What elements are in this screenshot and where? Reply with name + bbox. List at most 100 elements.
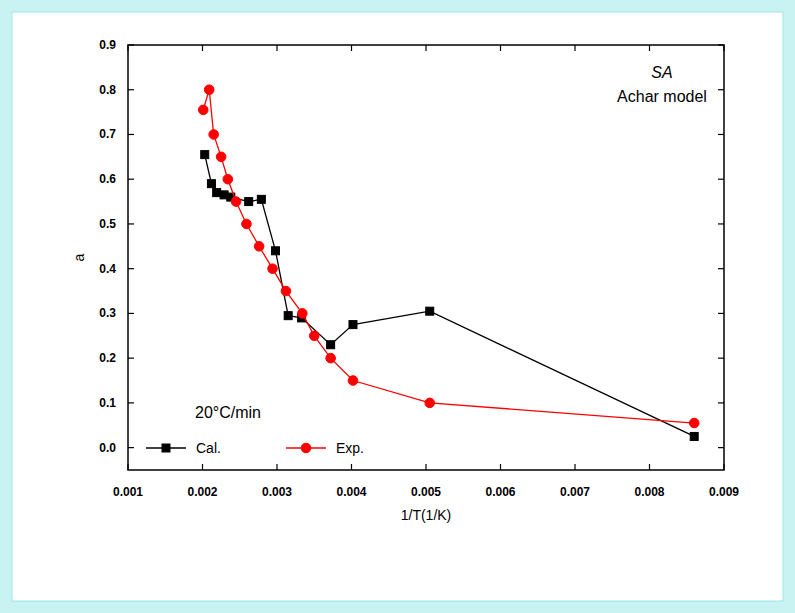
- plot-data: [198, 85, 699, 441]
- x-tick: [276, 464, 277, 470]
- y-tick-right: [718, 223, 724, 224]
- data-point: [231, 197, 241, 207]
- y-tick-label: 0.2: [99, 351, 116, 365]
- x-tick-label: 0.009: [709, 485, 739, 499]
- legend-marker: [301, 443, 311, 453]
- y-tick-label: 0.4: [99, 262, 116, 276]
- y-tick: [128, 179, 134, 180]
- x-tick-top: [649, 45, 650, 51]
- y-tick-right: [718, 313, 724, 314]
- chart: 0.001 0.002 0.003 0.004 0.005 0.006 0.007 0.008…: [0, 0, 795, 613]
- y-tick: [128, 313, 134, 314]
- data-point: [298, 309, 308, 319]
- data-point: [254, 242, 264, 252]
- data-point: [242, 219, 252, 229]
- data-point: [213, 189, 221, 197]
- annotation: Achar model: [617, 88, 707, 105]
- x-tick: [425, 464, 426, 470]
- x-tick-top: [425, 45, 426, 51]
- x-tick: [202, 464, 203, 470]
- x-tick-label: 0.002: [187, 485, 217, 499]
- y-tick: [128, 268, 134, 269]
- series-line: [205, 155, 694, 437]
- x-tick-top: [202, 45, 203, 51]
- x-tick: [574, 464, 575, 470]
- data-point: [690, 432, 698, 440]
- x-tick-label: 0.001: [113, 485, 143, 499]
- series-line: [203, 90, 694, 423]
- y-axis-label: a: [71, 253, 87, 261]
- x-axis-label: 1/T(1/K): [401, 507, 452, 523]
- y-tick-label: 0.7: [99, 127, 116, 141]
- y-tick-label: 0.6: [99, 172, 116, 186]
- y-tick-right: [718, 89, 724, 90]
- annotation: 20°C/min: [195, 404, 261, 421]
- x-tick-label: 0.006: [485, 485, 515, 499]
- y-tick: [128, 402, 134, 403]
- x-tick-label: 0.008: [634, 485, 664, 499]
- page-border: [0, 0, 795, 613]
- data-point: [268, 264, 278, 274]
- data-point: [284, 312, 292, 320]
- data-point: [216, 152, 226, 162]
- x-tick-top: [127, 45, 128, 51]
- data-point: [245, 198, 253, 206]
- data-point: [327, 341, 335, 349]
- x-tick: [351, 464, 352, 470]
- y-tick-label: 0.1: [99, 396, 116, 410]
- y-tick-right: [718, 44, 724, 45]
- x-tick-label: 0.004: [336, 485, 366, 499]
- y-tick: [128, 358, 134, 359]
- legend-label: Cal.: [196, 440, 221, 456]
- x-tick: [723, 464, 724, 470]
- y-tick-label: 0.8: [99, 83, 116, 97]
- y-tick: [128, 134, 134, 135]
- data-point: [272, 247, 280, 255]
- data-point: [426, 307, 434, 315]
- x-tick-label: 0.007: [560, 485, 590, 499]
- x-tick: [500, 464, 501, 470]
- annotation: SA: [651, 64, 672, 81]
- data-point: [198, 105, 208, 115]
- data-point: [689, 418, 699, 428]
- data-point: [326, 353, 336, 363]
- panel: [12, 12, 783, 601]
- y-tick-right: [718, 134, 724, 135]
- data-point: [349, 321, 357, 329]
- data-point: [209, 130, 219, 140]
- y-tick: [128, 44, 134, 45]
- y-tick-right: [718, 179, 724, 180]
- data-point: [223, 174, 233, 184]
- data-point: [204, 85, 214, 95]
- y-tick-label: 0.9: [99, 38, 116, 52]
- x-tick-top: [276, 45, 277, 51]
- data-point: [348, 376, 358, 386]
- x-tick: [649, 464, 650, 470]
- x-tick-top: [723, 45, 724, 51]
- legend-label: Exp.: [336, 440, 364, 456]
- data-point: [309, 331, 319, 341]
- y-tick: [128, 447, 134, 448]
- data-point: [201, 151, 209, 159]
- y-tick-right: [718, 358, 724, 359]
- data-point: [257, 195, 265, 203]
- y-tick-right: [718, 268, 724, 269]
- x-tick-top: [574, 45, 575, 51]
- x-tick-top: [351, 45, 352, 51]
- x-tick-label: 0.005: [411, 485, 441, 499]
- y-tick: [128, 89, 134, 90]
- x-tick-label: 0.003: [262, 485, 292, 499]
- legend-marker: [162, 444, 170, 452]
- y-tick-label: 0.5: [99, 217, 116, 231]
- y-tick-right: [718, 402, 724, 403]
- data-point: [207, 180, 215, 188]
- y-tick-right: [718, 447, 724, 448]
- data-point: [281, 286, 291, 296]
- x-tick: [127, 464, 128, 470]
- plot-frame: [128, 45, 724, 470]
- x-tick-top: [500, 45, 501, 51]
- y-tick-label: 0.0: [99, 441, 116, 455]
- y-tick: [128, 223, 134, 224]
- data-point: [425, 398, 435, 408]
- y-tick-label: 0.3: [99, 306, 116, 320]
